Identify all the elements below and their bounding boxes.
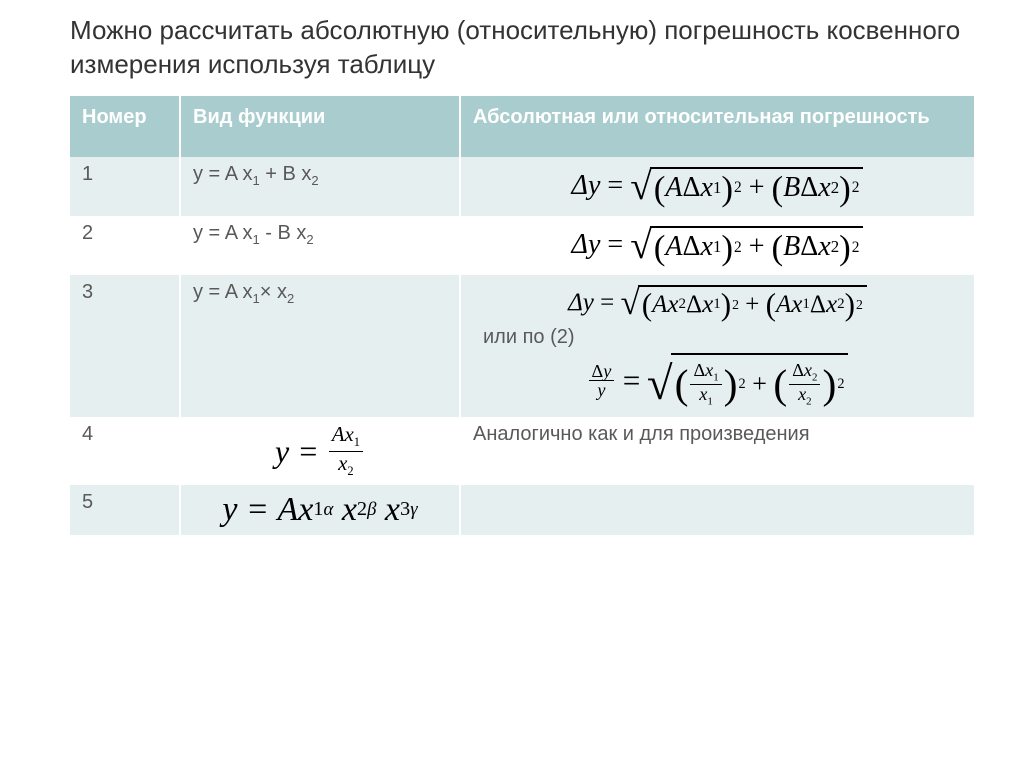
cell-function: y = A x1 + B x2 <box>180 157 460 216</box>
cell-number: 5 <box>70 485 180 535</box>
cell-number: 2 <box>70 216 180 275</box>
cell-error-formula: Δy = √ ( Ax2Δx1)2 + ( Ax1Δx2)2 или по (2… <box>460 275 974 417</box>
table-row: 2 y = A x1 - B x2 Δy = √ ( AΔx1)2 + ( BΔ… <box>70 216 974 275</box>
cell-error-formula <box>460 485 974 535</box>
cell-function: y = Ax1α x2β x3γ <box>180 485 460 535</box>
table-row: 3 y = A x1× x2 Δy = √ ( Ax2Δx1)2 + ( Ax1… <box>70 275 974 417</box>
col-header-function: Вид функции <box>180 96 460 157</box>
cell-number: 3 <box>70 275 180 417</box>
cell-function: y = A x1× x2 <box>180 275 460 417</box>
cell-function: y = Ax1x2 <box>180 417 460 484</box>
cell-error-formula: Δy = √ ( AΔx1)2 + ( BΔx2)2 <box>460 216 974 275</box>
cell-function: y = A x1 - B x2 <box>180 216 460 275</box>
table-row: 1 y = A x1 + B x2 Δy = √ ( AΔx1)2 + ( BΔ… <box>70 157 974 216</box>
cell-error-formula: Аналогично как и для произведения <box>460 417 974 484</box>
col-header-error: Абсолютная или относительная погрешность <box>460 96 974 157</box>
cell-number: 1 <box>70 157 180 216</box>
slide-title: Можно рассчитать абсолютную (относительн… <box>70 14 974 82</box>
cell-error-formula: Δy = √ ( AΔx1)2 + ( BΔx2)2 <box>460 157 974 216</box>
col-header-number: Номер <box>70 96 180 157</box>
cell-number: 4 <box>70 417 180 484</box>
table-row: 5 y = Ax1α x2β x3γ <box>70 485 974 535</box>
error-table: Номер Вид функции Абсолютная или относит… <box>70 96 974 535</box>
table-row: 4 y = Ax1x2 Аналогично как и для произве… <box>70 417 974 484</box>
note-text: или по (2) <box>483 326 962 349</box>
